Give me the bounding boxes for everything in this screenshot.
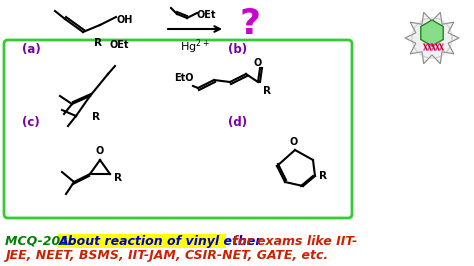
Text: O: O bbox=[96, 146, 104, 156]
Polygon shape bbox=[405, 12, 459, 64]
Text: ?: ? bbox=[239, 7, 261, 41]
Text: JEE, NEET, BSMS, IIT-JAM, CSIR-NET, GATE, etc.: JEE, NEET, BSMS, IIT-JAM, CSIR-NET, GATE… bbox=[5, 249, 328, 262]
Text: About reaction of vinyl ether: About reaction of vinyl ether bbox=[59, 235, 263, 248]
FancyBboxPatch shape bbox=[58, 234, 226, 248]
Text: OEt: OEt bbox=[110, 40, 129, 50]
Text: EtO: EtO bbox=[174, 73, 193, 83]
Text: O: O bbox=[290, 137, 298, 147]
Text: (b): (b) bbox=[228, 43, 247, 56]
Text: OH: OH bbox=[117, 15, 133, 25]
Text: (d): (d) bbox=[228, 116, 247, 129]
FancyBboxPatch shape bbox=[4, 40, 352, 218]
Text: OEt: OEt bbox=[197, 10, 217, 20]
Text: (c): (c) bbox=[22, 116, 40, 129]
Polygon shape bbox=[421, 20, 443, 46]
Text: Hg$^{2+}$: Hg$^{2+}$ bbox=[180, 37, 210, 56]
Text: R: R bbox=[92, 112, 100, 122]
Text: MCQ-201:: MCQ-201: bbox=[5, 235, 78, 248]
Text: for exams like IIT-: for exams like IIT- bbox=[228, 235, 357, 248]
Text: (a): (a) bbox=[22, 43, 41, 56]
Text: R: R bbox=[94, 38, 102, 48]
Text: R: R bbox=[263, 86, 271, 96]
Text: R: R bbox=[114, 173, 122, 183]
Text: R: R bbox=[319, 171, 327, 181]
Text: O: O bbox=[254, 58, 262, 68]
